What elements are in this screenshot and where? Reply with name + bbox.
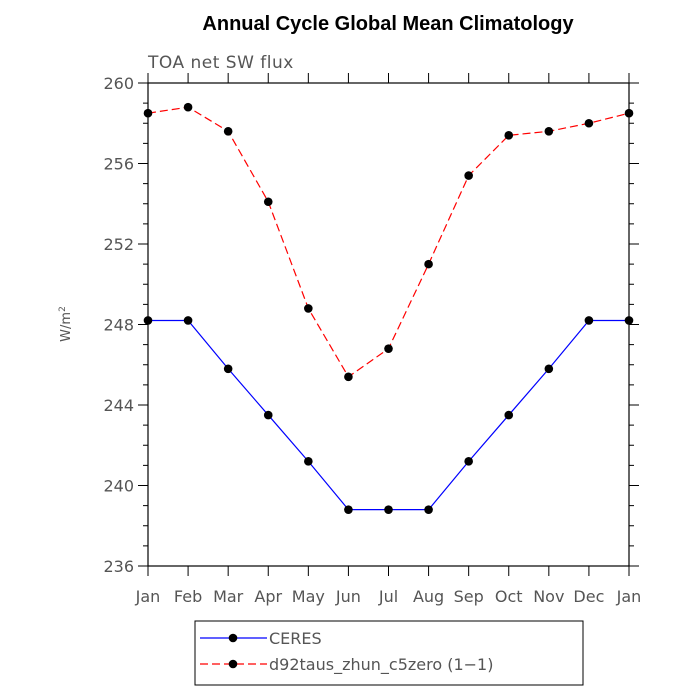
legend-box — [194, 620, 584, 686]
series-1-point — [384, 344, 393, 353]
plot-area: 236 240 244 248 252 256 260 Jan Feb Mar Apr May Jun J… — [103, 73, 641, 606]
series-0-point — [424, 505, 433, 514]
series-1-point — [424, 259, 433, 269]
legend: CERES d92taus_zhun_c5zero (1−1) — [194, 620, 584, 686]
x-tick-label: Sep — [454, 587, 484, 606]
x-tick-label: Jan — [616, 587, 642, 606]
series-1-point — [624, 108, 634, 118]
series-1-point — [263, 197, 273, 207]
x-tick-label: Apr — [254, 587, 282, 606]
series-0-point — [544, 364, 554, 374]
y-tick-label: 236 — [103, 557, 134, 576]
series-1-point — [143, 108, 153, 118]
series-0-point — [384, 505, 393, 514]
series-0-point — [584, 316, 594, 325]
series-line-1 — [147, 106, 630, 378]
y-tick-label: 244 — [103, 396, 134, 415]
x-tick-label: Jan — [135, 587, 161, 606]
x-tick-label: Aug — [413, 587, 444, 606]
series-0-point — [263, 410, 273, 420]
x-tick-label: Feb — [174, 587, 202, 606]
legend-label-1: d92taus_zhun_c5zero (1−1) — [269, 655, 493, 675]
y-axis-label-unit: W/m — [59, 312, 74, 342]
series-1-point — [584, 118, 594, 128]
series-0-point — [344, 505, 353, 514]
x-tick-label: Oct — [495, 587, 523, 606]
y-tick-label: 248 — [103, 316, 134, 335]
series-1-point — [464, 171, 473, 180]
y-axis-label-superscript: 2 — [58, 306, 68, 312]
y-tick-label: 240 — [103, 477, 134, 496]
y-tick-label: 256 — [103, 155, 134, 174]
series-1-point — [223, 127, 233, 136]
x-tick-label: Nov — [533, 587, 564, 606]
series-0-point — [143, 316, 153, 325]
legend-swatch-marker-1 — [228, 659, 238, 669]
x-tick-label: May — [292, 587, 325, 606]
y-axis-label: W/m2 — [58, 306, 74, 342]
series-0-point — [624, 316, 634, 325]
legend-swatch-marker-0 — [228, 633, 238, 643]
x-tick-label: Jul — [378, 587, 398, 606]
legend-label-0: CERES — [269, 629, 322, 648]
series-0-point — [464, 457, 473, 466]
series-1-point — [544, 127, 554, 136]
series-1-point — [504, 131, 514, 140]
chart-title: Annual Cycle Global Mean Climatology — [202, 13, 574, 35]
y-tick-label: 260 — [103, 74, 134, 93]
chart-subtitle: TOA net SW flux — [147, 53, 294, 73]
series-0-point — [304, 457, 313, 466]
x-tick-label: Mar — [213, 587, 244, 606]
y-tick-label: 252 — [103, 235, 134, 254]
series-1-point — [183, 102, 193, 112]
x-tick-label: Dec — [573, 587, 604, 606]
plot-frame — [147, 82, 630, 567]
series-0-point — [223, 364, 233, 374]
series-1-point — [304, 304, 313, 313]
x-tick-label: Jun — [335, 587, 361, 606]
series-1-point — [344, 372, 353, 382]
series-0-point — [183, 316, 193, 325]
series-0-point — [504, 410, 514, 420]
